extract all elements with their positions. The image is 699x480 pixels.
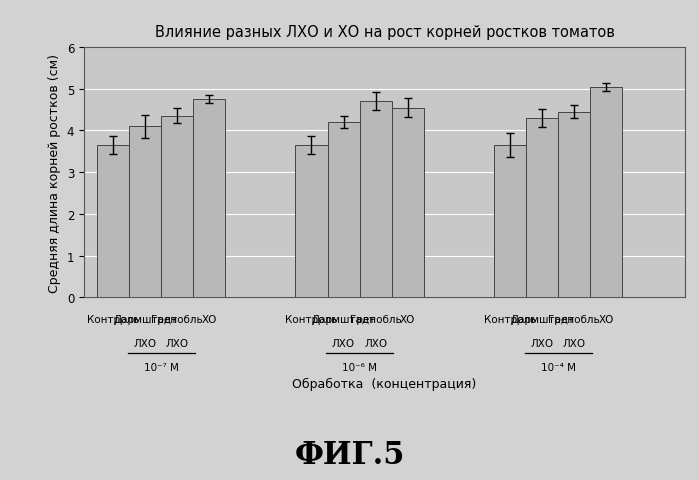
Y-axis label: Средняя длина корней ростков (см): Средняя длина корней ростков (см) <box>48 54 61 292</box>
Bar <box>194 100 225 298</box>
Text: ХО: ХО <box>598 314 614 324</box>
Bar <box>494 146 526 298</box>
Text: ФИГ.5: ФИГ.5 <box>294 440 405 470</box>
Bar <box>360 102 391 298</box>
Text: ЛХО: ЛХО <box>332 338 355 348</box>
Text: ЛХО: ЛХО <box>563 338 586 348</box>
Text: 10⁻⁷ М: 10⁻⁷ М <box>144 362 179 372</box>
Bar <box>558 112 590 298</box>
Bar <box>526 119 558 298</box>
Text: Контроль: Контроль <box>484 314 536 324</box>
Text: Дармштадт: Дармштадт <box>510 314 574 324</box>
Text: Контроль: Контроль <box>285 314 338 324</box>
Bar <box>590 87 622 298</box>
Bar <box>129 127 161 298</box>
Text: Дармштадт: Дармштадт <box>312 314 375 324</box>
Title: Влияние разных ЛХО и ХО на рост корней ростков томатов: Влияние разных ЛХО и ХО на рост корней р… <box>154 25 614 40</box>
Text: Обработка  (концентрация): Обработка (концентрация) <box>292 377 477 390</box>
Text: ХО: ХО <box>202 314 217 324</box>
Text: 10⁻⁶ М: 10⁻⁶ М <box>342 362 377 372</box>
Text: 10⁻⁴ М: 10⁻⁴ М <box>540 362 575 372</box>
Text: Дармштадт: Дармштадт <box>113 314 177 324</box>
Bar <box>391 108 424 298</box>
Bar <box>328 123 360 298</box>
Text: ЛХО: ЛХО <box>166 338 189 348</box>
Text: Гренобль: Гренобль <box>548 314 600 324</box>
Bar <box>97 146 129 298</box>
Text: ЛХО: ЛХО <box>364 338 387 348</box>
Bar <box>296 146 328 298</box>
Text: Контроль: Контроль <box>87 314 139 324</box>
Bar <box>161 117 194 298</box>
Text: Гренобль: Гренобль <box>350 314 401 324</box>
Text: ЛХО: ЛХО <box>134 338 157 348</box>
Text: ЛХО: ЛХО <box>531 338 554 348</box>
Text: ХО: ХО <box>400 314 415 324</box>
Text: Гренобль: Гренобль <box>152 314 203 324</box>
